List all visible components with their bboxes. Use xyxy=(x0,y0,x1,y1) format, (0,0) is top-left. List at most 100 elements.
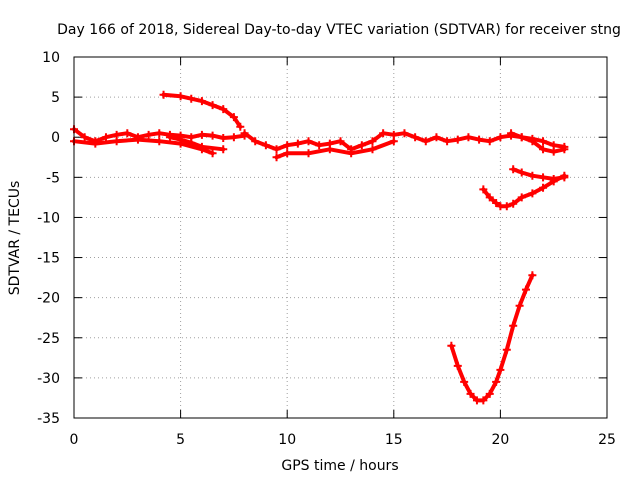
data-point xyxy=(479,396,488,405)
data-point xyxy=(293,139,302,148)
data-point xyxy=(475,135,484,144)
x-tick-label: 20 xyxy=(491,432,509,448)
data-point xyxy=(123,129,132,138)
data-point xyxy=(492,199,501,208)
data-point xyxy=(208,149,217,158)
y-tick-label: -10 xyxy=(37,210,60,226)
y-tick-label: -25 xyxy=(37,331,60,347)
series-afternoon-arc xyxy=(159,90,245,131)
data-point xyxy=(502,345,511,354)
y-tick-label: 10 xyxy=(42,50,60,66)
data-point xyxy=(521,285,530,294)
axis-ticks: 0 5 10 15 20 25 -35 -30 -25 -20 -15 -10 -5 0 5 10 xyxy=(37,50,616,448)
series-main-track-f xyxy=(507,129,569,156)
data-point xyxy=(443,137,452,146)
data-point xyxy=(197,142,206,151)
data-point xyxy=(515,301,524,310)
data-point xyxy=(101,133,110,142)
data-point xyxy=(251,137,260,146)
plot-frame xyxy=(73,56,608,419)
y-axis-label: SDTVAR / TECUs xyxy=(7,181,23,296)
data-point xyxy=(509,165,518,174)
data-point xyxy=(509,199,518,208)
series-deep-dip xyxy=(447,271,537,405)
data-point xyxy=(447,341,456,350)
series-line xyxy=(509,131,567,154)
data-point xyxy=(464,133,473,142)
data-series xyxy=(70,90,569,405)
y-tick-label: -5 xyxy=(46,170,60,186)
data-point xyxy=(144,130,153,139)
data-point xyxy=(197,130,206,139)
data-point xyxy=(517,133,526,142)
data-point xyxy=(283,149,292,158)
data-point xyxy=(187,138,196,147)
data-point xyxy=(165,133,174,142)
data-point xyxy=(549,147,558,156)
data-point xyxy=(453,135,462,144)
data-point xyxy=(176,135,185,144)
data-point xyxy=(389,137,398,146)
data-point xyxy=(400,129,409,138)
data-point xyxy=(492,377,501,386)
data-point xyxy=(229,133,238,142)
data-point xyxy=(159,90,168,99)
data-point xyxy=(368,145,377,154)
data-point xyxy=(502,202,511,211)
data-point xyxy=(466,389,475,398)
data-point xyxy=(176,92,185,101)
data-point xyxy=(528,171,537,180)
data-point xyxy=(336,137,345,146)
data-point xyxy=(517,193,526,202)
x-tick-label: 15 xyxy=(385,432,403,448)
data-point xyxy=(261,141,270,150)
data-point xyxy=(325,145,334,154)
data-point xyxy=(208,101,217,110)
data-point xyxy=(496,133,505,142)
data-point xyxy=(236,122,245,131)
x-tick-label: 25 xyxy=(598,432,616,448)
data-point xyxy=(155,129,164,138)
data-point xyxy=(485,389,494,398)
data-point xyxy=(368,137,377,146)
data-point xyxy=(479,185,488,194)
y-tick-label: -15 xyxy=(37,251,60,267)
data-point xyxy=(229,113,238,122)
data-point xyxy=(240,129,249,138)
grid xyxy=(74,57,607,418)
series-lower-small-arc xyxy=(479,171,569,211)
data-point xyxy=(112,137,121,146)
series-main-track-e xyxy=(272,137,398,162)
data-point xyxy=(539,173,548,182)
data-point xyxy=(485,193,494,202)
data-point xyxy=(453,361,462,370)
y-tick-label: -35 xyxy=(37,411,60,427)
data-point xyxy=(379,129,388,138)
data-point xyxy=(509,321,518,330)
data-point xyxy=(421,137,430,146)
data-point xyxy=(133,135,142,144)
data-point xyxy=(208,131,217,140)
data-point xyxy=(272,145,281,154)
chart-title: Day 166 of 2018, Sidereal Day-to-day VTE… xyxy=(57,22,621,38)
data-point xyxy=(347,149,356,158)
data-point xyxy=(219,134,228,143)
data-point xyxy=(272,153,281,162)
series-line xyxy=(449,273,535,403)
data-point xyxy=(187,94,196,103)
data-point xyxy=(539,183,548,192)
data-point xyxy=(539,137,548,146)
data-point xyxy=(91,139,100,148)
y-tick-label: 5 xyxy=(51,90,60,106)
y-tick-label: -30 xyxy=(37,371,60,387)
x-tick-label: 0 xyxy=(70,432,79,448)
data-point xyxy=(485,137,494,146)
data-point xyxy=(507,129,516,138)
x-tick-label: 10 xyxy=(278,432,296,448)
data-point xyxy=(539,145,548,154)
data-point xyxy=(155,137,164,146)
data-point xyxy=(560,145,569,154)
y-tick-label: -20 xyxy=(37,291,60,307)
data-point xyxy=(197,97,206,106)
